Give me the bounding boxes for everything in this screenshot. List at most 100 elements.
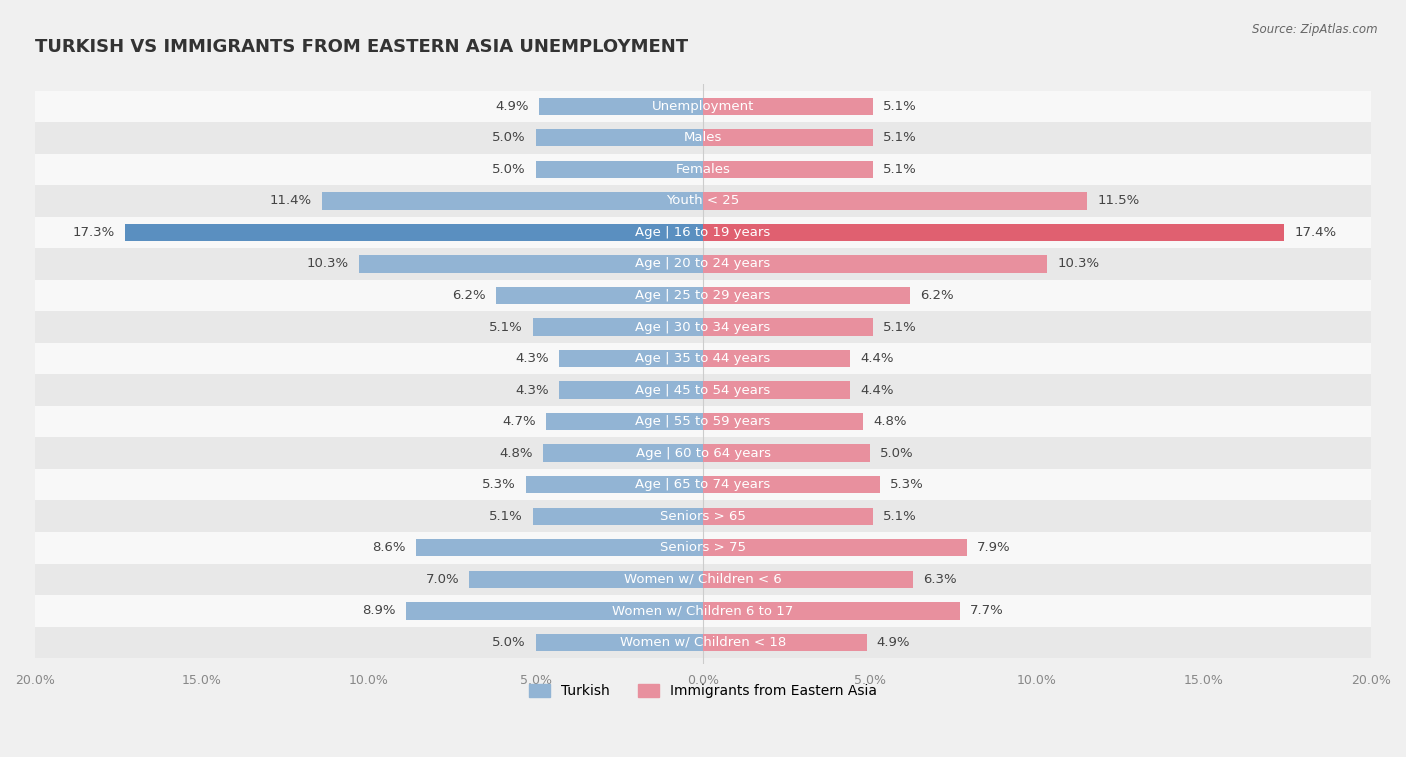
Bar — [703, 444, 870, 462]
Text: Age | 45 to 54 years: Age | 45 to 54 years — [636, 384, 770, 397]
Text: Age | 35 to 44 years: Age | 35 to 44 years — [636, 352, 770, 365]
Bar — [703, 476, 880, 494]
Bar — [703, 382, 851, 399]
Text: Age | 16 to 19 years: Age | 16 to 19 years — [636, 226, 770, 239]
Text: 5.0%: 5.0% — [492, 163, 526, 176]
Text: Age | 60 to 64 years: Age | 60 to 64 years — [636, 447, 770, 459]
Text: 11.5%: 11.5% — [1097, 195, 1139, 207]
Text: 5.1%: 5.1% — [883, 509, 917, 523]
Bar — [703, 319, 873, 335]
Bar — [35, 185, 1371, 217]
Bar — [526, 476, 703, 494]
Bar — [35, 91, 1371, 122]
Bar — [536, 634, 703, 651]
Text: 4.8%: 4.8% — [499, 447, 533, 459]
Bar — [543, 444, 703, 462]
Text: 5.1%: 5.1% — [883, 100, 917, 113]
Text: 5.0%: 5.0% — [880, 447, 914, 459]
Text: 8.6%: 8.6% — [373, 541, 406, 554]
Bar — [359, 255, 703, 273]
Bar — [703, 192, 1087, 210]
Text: TURKISH VS IMMIGRANTS FROM EASTERN ASIA UNEMPLOYMENT: TURKISH VS IMMIGRANTS FROM EASTERN ASIA … — [35, 38, 688, 56]
Bar — [560, 382, 703, 399]
Text: Age | 20 to 24 years: Age | 20 to 24 years — [636, 257, 770, 270]
Bar — [703, 129, 873, 147]
Text: 5.3%: 5.3% — [890, 478, 924, 491]
Bar — [496, 287, 703, 304]
Bar — [703, 571, 914, 588]
Text: Unemployment: Unemployment — [652, 100, 754, 113]
Bar — [35, 343, 1371, 374]
Bar — [536, 160, 703, 178]
Bar — [703, 255, 1047, 273]
Text: Seniors > 65: Seniors > 65 — [659, 509, 747, 523]
Bar — [35, 154, 1371, 185]
Text: Age | 55 to 59 years: Age | 55 to 59 years — [636, 415, 770, 428]
Text: 5.0%: 5.0% — [492, 636, 526, 649]
Bar — [533, 508, 703, 525]
Text: 4.4%: 4.4% — [860, 384, 893, 397]
Bar — [540, 98, 703, 115]
Bar — [35, 406, 1371, 438]
Text: 5.1%: 5.1% — [883, 320, 917, 334]
Text: Women w/ Children < 18: Women w/ Children < 18 — [620, 636, 786, 649]
Bar — [703, 539, 967, 556]
Bar — [35, 563, 1371, 595]
Text: 4.8%: 4.8% — [873, 415, 907, 428]
Bar — [703, 224, 1284, 241]
Bar — [35, 438, 1371, 469]
Bar — [35, 248, 1371, 280]
Bar — [703, 413, 863, 430]
Text: 8.9%: 8.9% — [363, 604, 395, 618]
Text: 7.9%: 7.9% — [977, 541, 1011, 554]
Text: 5.1%: 5.1% — [489, 320, 523, 334]
Text: 10.3%: 10.3% — [1057, 257, 1099, 270]
Text: Age | 30 to 34 years: Age | 30 to 34 years — [636, 320, 770, 334]
Bar — [35, 595, 1371, 627]
Bar — [35, 532, 1371, 563]
Text: Age | 25 to 29 years: Age | 25 to 29 years — [636, 289, 770, 302]
Bar — [703, 634, 866, 651]
Bar — [470, 571, 703, 588]
Bar — [35, 627, 1371, 658]
Text: 17.4%: 17.4% — [1295, 226, 1336, 239]
Text: 4.4%: 4.4% — [860, 352, 893, 365]
Text: 6.3%: 6.3% — [924, 573, 957, 586]
Bar — [35, 500, 1371, 532]
Bar — [35, 122, 1371, 154]
Text: 6.2%: 6.2% — [453, 289, 486, 302]
Bar — [703, 602, 960, 619]
Text: 4.9%: 4.9% — [496, 100, 529, 113]
Text: 7.7%: 7.7% — [970, 604, 1004, 618]
Text: Youth < 25: Youth < 25 — [666, 195, 740, 207]
Bar — [703, 508, 873, 525]
Text: 11.4%: 11.4% — [270, 195, 312, 207]
Bar — [35, 217, 1371, 248]
Bar — [416, 539, 703, 556]
Text: Seniors > 75: Seniors > 75 — [659, 541, 747, 554]
Text: 6.2%: 6.2% — [920, 289, 953, 302]
Text: 4.9%: 4.9% — [877, 636, 910, 649]
Bar — [406, 602, 703, 619]
Text: 5.3%: 5.3% — [482, 478, 516, 491]
Bar — [560, 350, 703, 367]
Bar — [703, 350, 851, 367]
Text: Women w/ Children < 6: Women w/ Children < 6 — [624, 573, 782, 586]
Text: 5.1%: 5.1% — [883, 163, 917, 176]
Bar — [35, 280, 1371, 311]
Text: 10.3%: 10.3% — [307, 257, 349, 270]
Text: Women w/ Children 6 to 17: Women w/ Children 6 to 17 — [613, 604, 793, 618]
Bar — [35, 469, 1371, 500]
Bar — [703, 98, 873, 115]
Text: 4.3%: 4.3% — [516, 384, 550, 397]
Text: 5.0%: 5.0% — [492, 131, 526, 145]
Text: 4.3%: 4.3% — [516, 352, 550, 365]
Text: 5.1%: 5.1% — [883, 131, 917, 145]
Bar — [35, 311, 1371, 343]
Text: Males: Males — [683, 131, 723, 145]
Text: 4.7%: 4.7% — [502, 415, 536, 428]
Bar — [533, 319, 703, 335]
Text: Age | 65 to 74 years: Age | 65 to 74 years — [636, 478, 770, 491]
Bar — [536, 129, 703, 147]
Text: 17.3%: 17.3% — [73, 226, 115, 239]
